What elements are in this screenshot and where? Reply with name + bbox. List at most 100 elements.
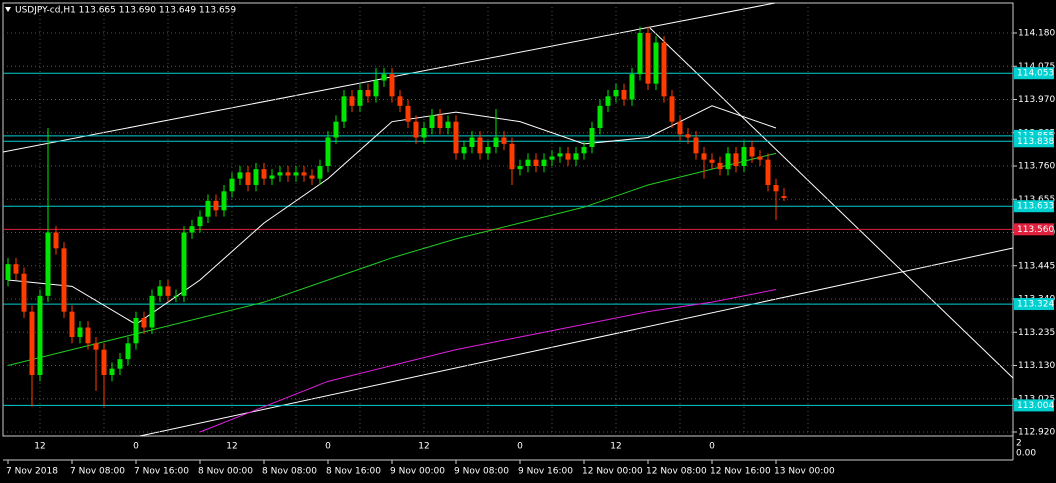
menu-arrow[interactable] [5, 7, 11, 12]
candle-body [565, 153, 571, 160]
candle-body [101, 349, 107, 375]
candle-body [693, 137, 699, 154]
candle-body [653, 42, 659, 84]
candle-body [717, 162, 723, 170]
candle-body [509, 143, 515, 170]
chart-title: USDJPY-cd,H1 113.665 113.690 113.649 113… [15, 6, 236, 16]
candle-body [197, 216, 203, 227]
candle-body [757, 156, 763, 160]
candle-body [461, 147, 467, 154]
candle-body [325, 137, 331, 166]
candle-body [293, 172, 299, 176]
indicator-line [199, 289, 777, 433]
candle-body [333, 121, 339, 138]
candle-body [277, 172, 283, 176]
trend-line [2, 2, 776, 153]
candle-body [13, 264, 19, 274]
candle-body [765, 159, 771, 185]
candle-body [157, 286, 163, 296]
hour-label: 0 [325, 442, 331, 452]
candle-body [661, 42, 667, 97]
candle-body [125, 343, 131, 360]
candle-body [5, 264, 11, 280]
x-tick-label: 7 Nov 08:00 [70, 467, 125, 477]
candle-body [741, 147, 747, 166]
x-tick-label: 8 Nov 08:00 [262, 467, 317, 477]
trend-line [649, 27, 1014, 379]
level-label: 113.560 [1017, 225, 1054, 235]
candle-body [373, 80, 379, 97]
level-label-box [1014, 135, 1054, 148]
candle-body [149, 295, 155, 328]
candle-body [749, 147, 755, 157]
candle-body [237, 172, 243, 179]
candle-body [301, 172, 307, 176]
candle-body [621, 90, 627, 100]
hour-label: 12 [226, 442, 237, 452]
level-label-box [1014, 200, 1054, 213]
candle-body [229, 178, 235, 192]
candle-body [637, 33, 643, 75]
candle-body [173, 295, 179, 297]
candle-body [549, 156, 555, 160]
level-label: 113.838 [1017, 137, 1054, 147]
candle-body [453, 121, 459, 154]
x-tick-label: 7 Nov 2018 [6, 467, 58, 477]
candle-body [365, 90, 371, 97]
candle-body [733, 153, 739, 166]
level-label-box [1014, 67, 1054, 80]
candle-body [317, 166, 323, 179]
candle-body [165, 286, 171, 296]
candle-body [613, 90, 619, 97]
y-tick-label: 113.130 [1018, 361, 1055, 371]
candle-body [533, 159, 539, 166]
plot-frame [2, 2, 1014, 437]
level-label: 113.324 [1017, 300, 1054, 310]
candle-body [573, 153, 579, 160]
indicator-line [7, 152, 777, 366]
candle-body [725, 153, 731, 170]
y-tick-label: 113.760 [1018, 162, 1055, 172]
candle-body [213, 200, 219, 211]
candle-body [77, 327, 83, 337]
level-label: 113.004 [1017, 401, 1054, 411]
candle-body [309, 175, 315, 179]
x-tick-label: 8 Nov 16:00 [326, 467, 381, 477]
candle-body [133, 318, 139, 344]
hour-label: 12 [610, 442, 621, 452]
x-tick-label: 12 Nov 08:00 [646, 467, 707, 477]
candle-body [181, 232, 187, 296]
candle-body [117, 359, 123, 369]
candle-body [525, 159, 531, 166]
level-label: 113.633 [1017, 202, 1054, 212]
candle-body [773, 185, 779, 192]
y-tick-label: 114.075 [1018, 62, 1055, 72]
candle-body [589, 128, 595, 147]
candle-body [413, 121, 419, 138]
candle-body [141, 318, 147, 328]
candle-body [421, 128, 427, 138]
candle-body [37, 295, 43, 375]
hour-label: 12 [34, 442, 45, 452]
candle-body [269, 175, 275, 179]
level-label-box [1014, 399, 1054, 412]
y-tick-label: 114.180 [1018, 29, 1055, 39]
candle-body [493, 137, 499, 147]
level-label: 114.053 [1017, 69, 1054, 79]
candle-body [501, 137, 507, 144]
candle-body [669, 96, 675, 122]
candle-body [605, 96, 611, 106]
x-tick-label: 12 Nov 00:00 [582, 467, 643, 477]
level-label-box [1014, 223, 1054, 236]
candle-body [341, 96, 347, 122]
hour-label: 12 [418, 442, 429, 452]
x-tick-label: 9 Nov 08:00 [454, 467, 509, 477]
hour-label: 0 [133, 442, 139, 452]
x-tick-label: 7 Nov 16:00 [134, 467, 189, 477]
y-tick-label: 113.235 [1018, 328, 1055, 338]
level-label-box [1014, 298, 1054, 311]
candle-body [349, 96, 355, 106]
candle-body [285, 172, 291, 176]
candle-body [189, 226, 195, 233]
